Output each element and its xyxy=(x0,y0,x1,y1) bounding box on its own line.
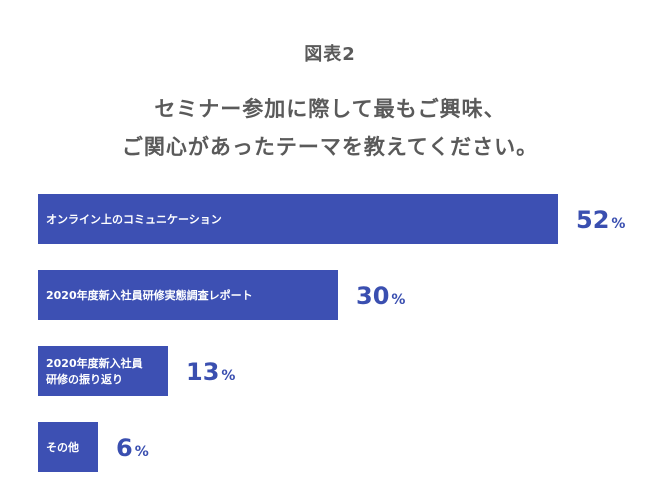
bar-3-label-line-2: 研修の振り返り xyxy=(46,372,123,386)
bar-3-label-line-1: 2020年度新入社員 xyxy=(46,356,143,370)
chart-title: セミナー参加に際して最もご興味、 ご関心があったテーマを教えてください。 xyxy=(0,90,660,166)
bar-1-label-line-1: オンライン上のコミュニケーション xyxy=(46,212,222,226)
bar-3 xyxy=(38,346,168,396)
bar-4 xyxy=(38,422,98,472)
bar-2-label-line-1: 2020年度新入社員研修実態調査レポート xyxy=(46,288,253,302)
bar-2-value-label: 30% xyxy=(356,282,405,310)
chart-title-line-2: ご関心があったテーマを教えてください。 xyxy=(121,135,539,159)
bar-4-value-label: 6% xyxy=(116,434,149,462)
figure-label: 図表2 xyxy=(304,44,356,65)
bar-1 xyxy=(38,194,558,244)
bar-2 xyxy=(38,270,338,320)
chart-title-line-1: セミナー参加に際して最もご興味、 xyxy=(154,97,506,121)
bar-1-value-label: 52% xyxy=(576,206,625,234)
bar-3-value-label: 13% xyxy=(186,358,235,386)
bar-4-label-line-1: その他 xyxy=(46,440,79,454)
